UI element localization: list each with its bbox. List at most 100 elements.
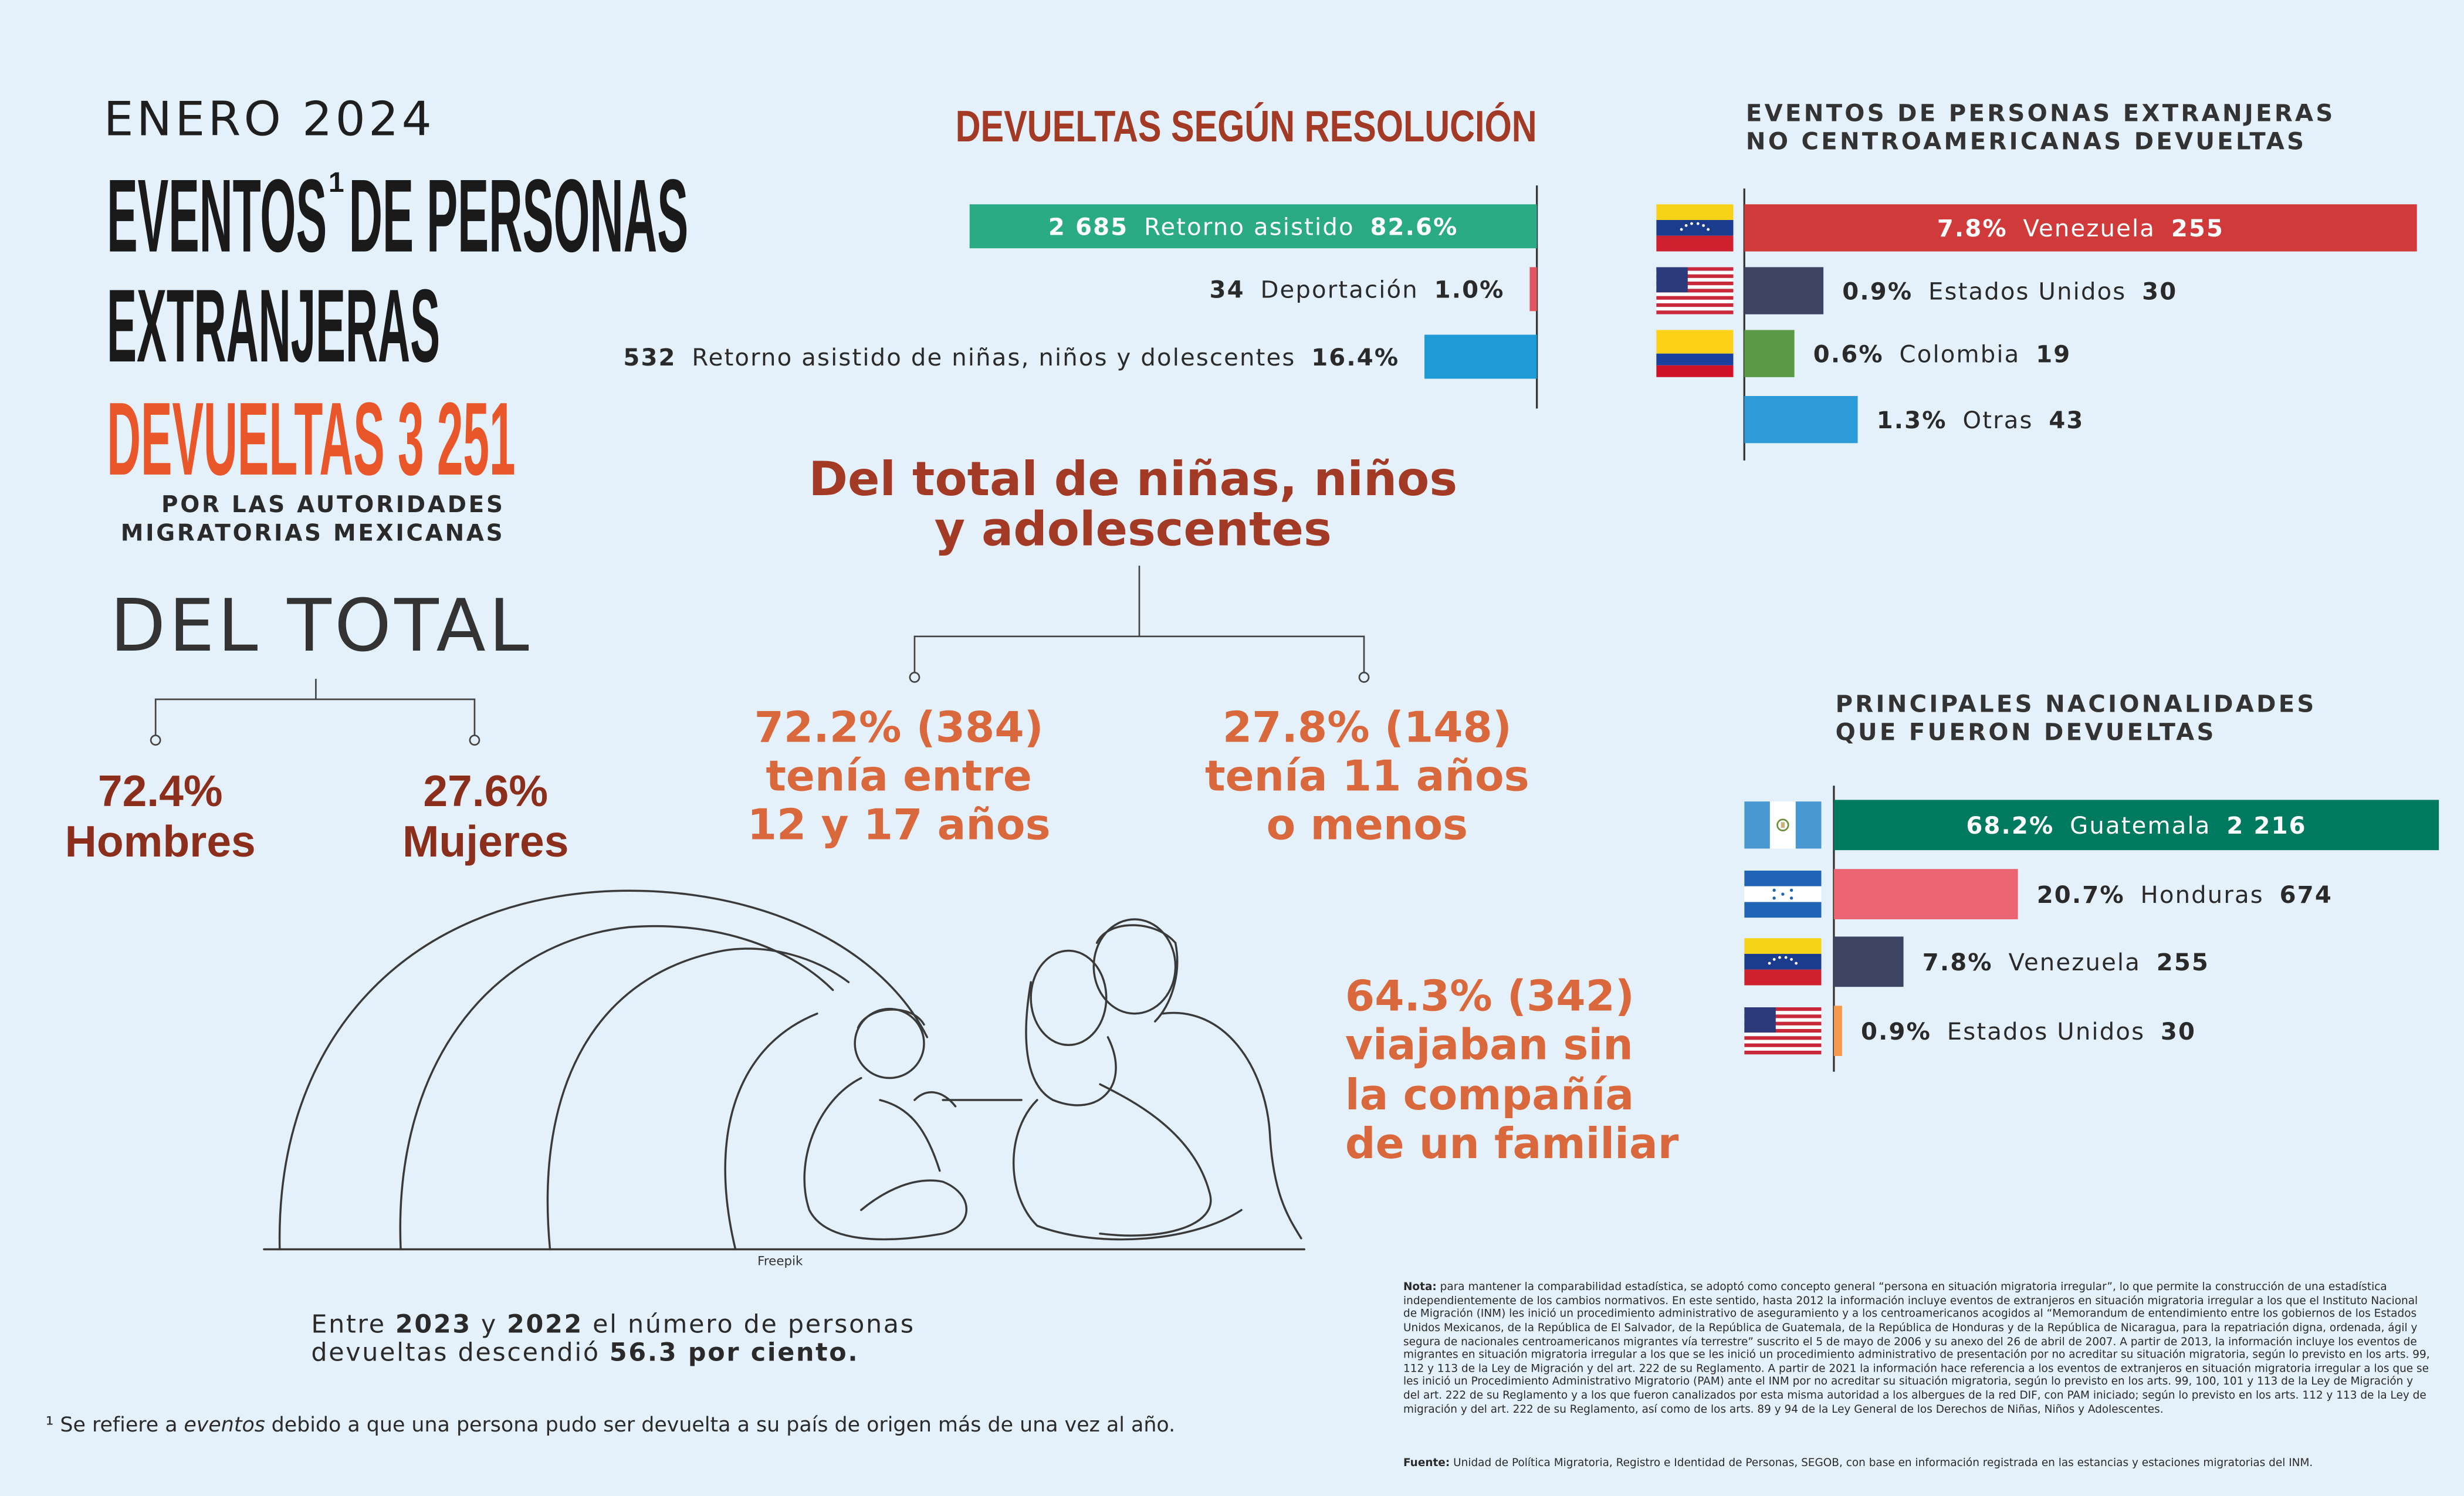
bar-label: 68.2% Guatemala 2 216 (1966, 813, 2306, 840)
tree-node (150, 735, 161, 746)
source-text: Unidad de Política Migratoria, Registro … (1453, 1457, 2313, 1470)
value-label: 255 (2157, 949, 2209, 976)
note-text: para mantener la comparabilidad estadíst… (1403, 1281, 2430, 1416)
date: ENERO 2024 (104, 91, 435, 146)
chart-title: EVENTOS DE PERSONAS EXTRANJERAS (1746, 100, 2336, 127)
value-label: 19 (2036, 341, 2071, 368)
bar (1833, 800, 2439, 851)
source: Fuente: Unidad de Política Migratoria, R… (1403, 1457, 2432, 1470)
bar-label: 0.9% Estados Unidos 30 (1842, 278, 2177, 305)
summary-text: Entre (311, 1309, 385, 1339)
percent-label: 1.0% (1434, 277, 1505, 304)
summary-text: y (481, 1309, 497, 1339)
value-label: 674 (2280, 882, 2333, 909)
summary-year: 2023 (395, 1309, 472, 1339)
bar-label: 7.8% Venezuela 255 (1937, 215, 2224, 242)
flags (1656, 204, 1822, 1055)
percent-label: 68.2% (1966, 813, 2054, 840)
category-label: Retorno asistido de niñas, niños y doles… (692, 344, 1295, 371)
sex-percent: 72.4% (98, 766, 223, 815)
unaccompanied-text: la compañía (1345, 1071, 1634, 1120)
bar-label: 1.3% Otras 43 (1877, 407, 2084, 434)
unaccompanied-text: viajaban sin (1345, 1020, 1633, 1069)
value-label: 2 685 (1048, 214, 1128, 241)
note-label: Nota: (1403, 1281, 1437, 1294)
percent-label: 7.8% (1923, 949, 1993, 976)
minors-figure: 27.8% (148) (1223, 703, 1512, 752)
bar (1424, 334, 1537, 379)
category-label: Otras (1962, 407, 2033, 434)
footnote-text: debido a que una persona pudo ser devuel… (272, 1413, 1176, 1437)
percent-label: 1.3% (1877, 407, 1947, 434)
bar-label: 7.8% Venezuela 255 (1923, 949, 2209, 976)
bar (1529, 267, 1537, 312)
summary-percent: 56.3 por ciento. (610, 1338, 859, 1368)
category-label: Estados Unidos (1947, 1018, 2145, 1045)
bar-label: 34 Deportación 1.0% (1209, 277, 1504, 304)
bar-label: 532 Retorno asistido de niñas, niños y do… (623, 344, 1399, 371)
note: Nota: para mantener la comparabilidad es… (1403, 1281, 2432, 1416)
percent-label: 7.8% (1937, 215, 2008, 242)
illustration-credit: Freepik (757, 1254, 803, 1268)
bar (969, 204, 1537, 249)
minors-text: tenía entre (766, 752, 1032, 801)
summary-year: 2022 (507, 1309, 583, 1339)
title-total: DEVUELTAS 3 251 (107, 381, 515, 497)
bar (1744, 396, 1858, 444)
category-label: Deportación (1260, 277, 1418, 304)
minors-title: Del total de niñas, niños (808, 451, 1457, 506)
bar (1833, 1006, 1842, 1057)
summary-text: devueltas descendió (311, 1338, 600, 1368)
bar (1833, 936, 1904, 987)
title-line: EVENTOS (107, 158, 327, 274)
tree-node (909, 672, 920, 683)
minors-title: y adolescentes (935, 501, 1332, 556)
tree-node (1358, 672, 1370, 683)
bar-label: 0.9% Estados Unidos 30 (1861, 1018, 2196, 1045)
percent-label: 0.6% (1813, 341, 1884, 368)
category-label: Venezuela (2008, 949, 2141, 976)
footnote-mark: 1 (329, 167, 344, 198)
footnote-mark: ¹ (46, 1413, 54, 1437)
unaccompanied-figure: 64.3% (342) (1345, 972, 1634, 1021)
percent-label: 0.9% (1842, 278, 1913, 305)
percent-label: 82.6% (1370, 214, 1458, 241)
minors-text: tenía 11 años (1205, 752, 1529, 801)
bar (1744, 267, 1824, 314)
value-label: 34 (1209, 277, 1244, 304)
value-label: 532 (623, 344, 676, 371)
value-label: 2 216 (2226, 813, 2306, 840)
category-label: Venezuela (2023, 215, 2156, 242)
title-line: DE PERSONAS (349, 158, 689, 274)
bar-label: 0.6% Colombia 19 (1813, 341, 2072, 368)
summary-text: el número de personas (593, 1309, 915, 1339)
chart-title: DEVUELTAS SEGÚN RESOLUCIÓN (956, 101, 1537, 151)
title-line: EXTRANJERAS (107, 268, 440, 384)
tree-lines (154, 679, 476, 739)
chart-title: QUE FUERON DEVUELTAS (1836, 719, 2216, 746)
minors-figure: 72.2% (384) (754, 703, 1044, 752)
bar (1744, 330, 1795, 377)
illustration (263, 889, 1305, 1251)
percent-label: 20.7% (2037, 882, 2125, 909)
bar-label: 2 685 Retorno asistido 82.6% (1048, 214, 1458, 241)
value-label: 30 (2142, 278, 2177, 305)
unaccompanied-text: de un familiar (1345, 1119, 1679, 1169)
source-label: Fuente: (1403, 1457, 1450, 1470)
footnote: ¹ Se refiere a eventos debido a que una per… (46, 1413, 1176, 1437)
subtitle: POR LAS AUTORIDADES (161, 492, 505, 518)
summary-line: devueltas descendió 56.3 por ciento. (311, 1338, 859, 1368)
footnote-emphasis: eventos (184, 1413, 265, 1437)
subtitle: MIGRATORIAS MEXICANAS (121, 520, 505, 546)
tree-node (469, 735, 480, 746)
percent-label: 16.4% (1311, 344, 1399, 371)
value-label: 43 (2049, 407, 2084, 434)
bar-label: 20.7% Honduras 674 (2037, 882, 2333, 909)
minors-text: 12 y 17 años (747, 800, 1051, 849)
value-label: 255 (2171, 215, 2224, 242)
percent-label: 0.9% (1861, 1018, 1931, 1045)
footnote-text: Se refiere a (60, 1413, 177, 1437)
